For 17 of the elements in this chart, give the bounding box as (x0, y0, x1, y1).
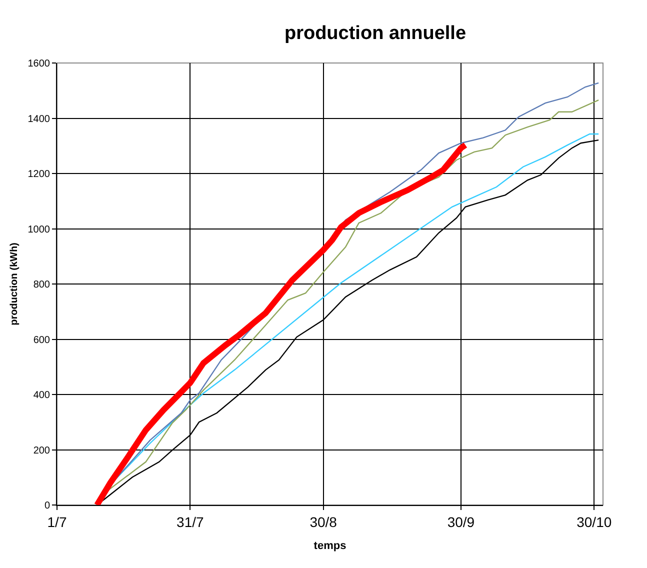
x-tick-label: 30/10 (576, 514, 612, 530)
y-tick-label: 800 (33, 280, 50, 290)
x-tick-label: 31/7 (176, 514, 204, 530)
y-tick-label: 600 (33, 334, 50, 346)
y-tick-label: 400 (33, 390, 50, 401)
y-tick-label: 1400 (28, 114, 50, 125)
x-axis-title: temps (314, 540, 346, 552)
y-tick-label: 200 (33, 445, 50, 456)
y-tick-label: 1600 (28, 58, 50, 70)
y-tick-label: 1000 (28, 224, 50, 236)
x-tick-label: 1/7 (47, 514, 67, 530)
y-tick-label: 0 (44, 500, 50, 512)
x-tick-label: 30/8 (310, 514, 338, 530)
chart-title: production annuelle (284, 22, 466, 44)
y-axis-title: production (kWh) (8, 242, 20, 326)
y-tick-label: 1200 (28, 169, 50, 180)
x-tick-label: 30/9 (447, 514, 475, 530)
